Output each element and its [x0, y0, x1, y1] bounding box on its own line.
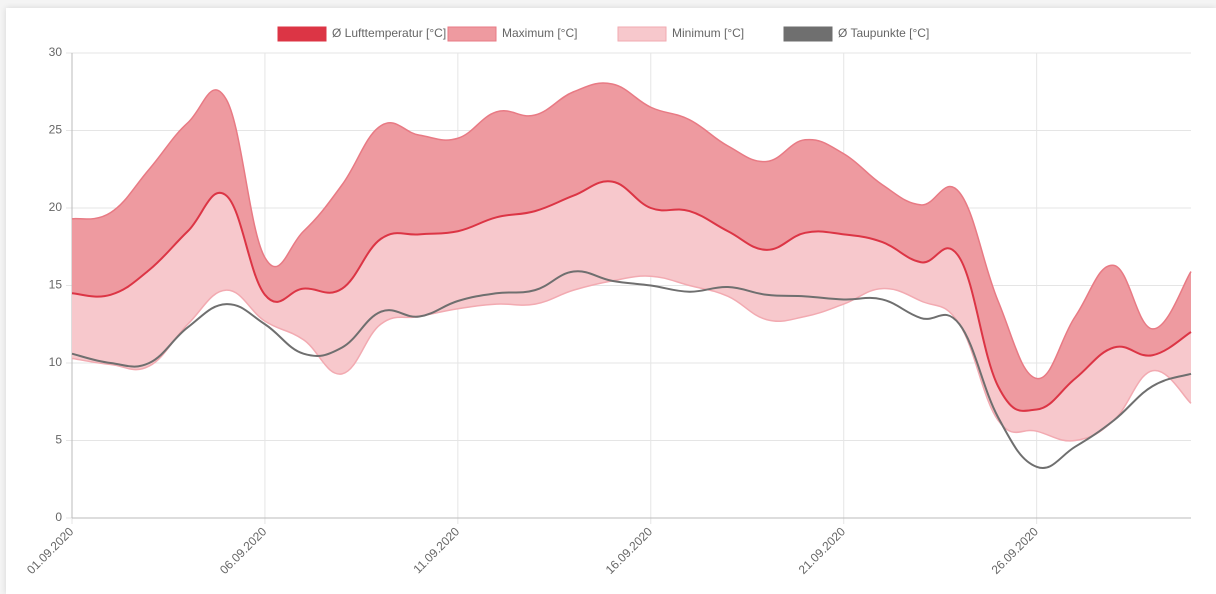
legend-swatch: [617, 26, 667, 42]
x-tick-label: 16.09.2020: [603, 524, 656, 577]
legend-swatch: [447, 26, 497, 42]
x-tick-label: 11.09.2020: [410, 524, 462, 576]
series-line: [71, 270, 1192, 470]
series-line: [71, 180, 1192, 412]
legend-label: Maximum [°C]: [502, 26, 577, 40]
legend-swatch: [783, 26, 833, 42]
y-tick-label: 25: [49, 123, 63, 137]
legend-label: Ø Taupunkte [°C]: [838, 26, 929, 40]
series-line: [71, 82, 1192, 380]
x-tick-label: 21.09.2020: [796, 524, 849, 577]
y-tick-label: 5: [55, 433, 62, 447]
x-tick-label: 26.09.2020: [989, 524, 1042, 577]
band-fill: [72, 83, 1191, 411]
legend-swatch: [277, 26, 327, 42]
x-tick-label: 06.09.2020: [217, 524, 270, 577]
y-tick-label: 0: [55, 510, 62, 524]
y-tick-label: 15: [49, 278, 63, 292]
legend-label: Ø Lufttemperatur [°C]: [332, 26, 446, 40]
y-tick-label: 30: [49, 45, 63, 59]
x-tick-label: 01.09.2020: [24, 524, 77, 577]
legend-label: Minimum [°C]: [672, 26, 744, 40]
y-tick-label: 20: [49, 200, 63, 214]
band-fill: [72, 181, 1191, 441]
y-tick-label: 10: [49, 355, 63, 369]
